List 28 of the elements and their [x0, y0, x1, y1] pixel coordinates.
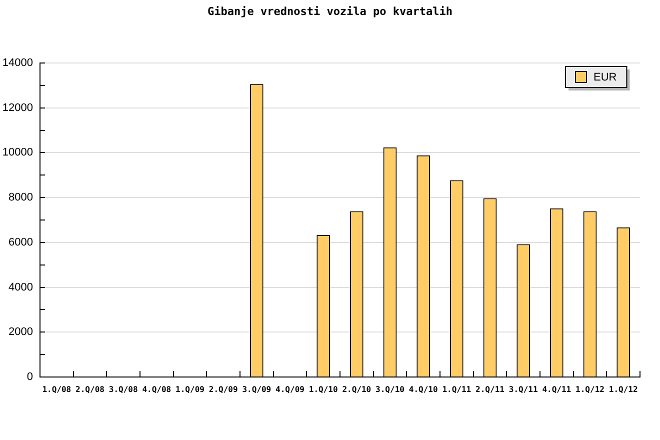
y-tick-label: 0	[26, 371, 33, 384]
x-tick-label: 4.Q/10	[408, 384, 438, 394]
x-tick-label: 1.Q/11	[442, 384, 472, 394]
x-tick-label: 2.Q/10	[342, 384, 372, 394]
legend-label: EUR	[594, 72, 617, 84]
x-tick-label: 2.Q/09	[208, 384, 238, 394]
x-tick-label: 1.Q/08	[42, 384, 72, 394]
y-tick-label: 14000	[2, 57, 33, 70]
y-tick-label: 2000	[8, 326, 33, 338]
y-tick-label: 10000	[2, 146, 33, 159]
x-tick-label: 3.Q/10	[376, 384, 405, 394]
x-tick-label: 1.Q/09	[176, 384, 205, 394]
x-tick-label: 3.Q/08	[108, 384, 138, 394]
x-tick-label: 2.Q/08	[76, 384, 105, 394]
y-tick-label: 6000	[8, 236, 33, 248]
x-tick-label: 4.Q/11	[542, 384, 572, 394]
x-tick-label: 4.Q/09	[276, 384, 305, 394]
x-tick-label: 3.Q/09	[242, 384, 272, 394]
x-tick-label: 1.Q/12	[608, 384, 638, 394]
y-tick-label: 12000	[2, 102, 33, 114]
x-tick-label: 1.Q/12	[576, 384, 605, 394]
chart-title: Gibanje vrednosti vozila po kvartalih	[207, 4, 453, 18]
x-tick-label: 1.Q/10	[308, 384, 338, 394]
x-tick-label: 4.Q/08	[142, 384, 172, 394]
x-tick-label: 2.Q/11	[476, 384, 505, 394]
x-tick-label: 3.Q/11	[508, 384, 538, 394]
y-tick-label: 4000	[8, 281, 33, 294]
y-tick-label: 8000	[8, 192, 33, 204]
